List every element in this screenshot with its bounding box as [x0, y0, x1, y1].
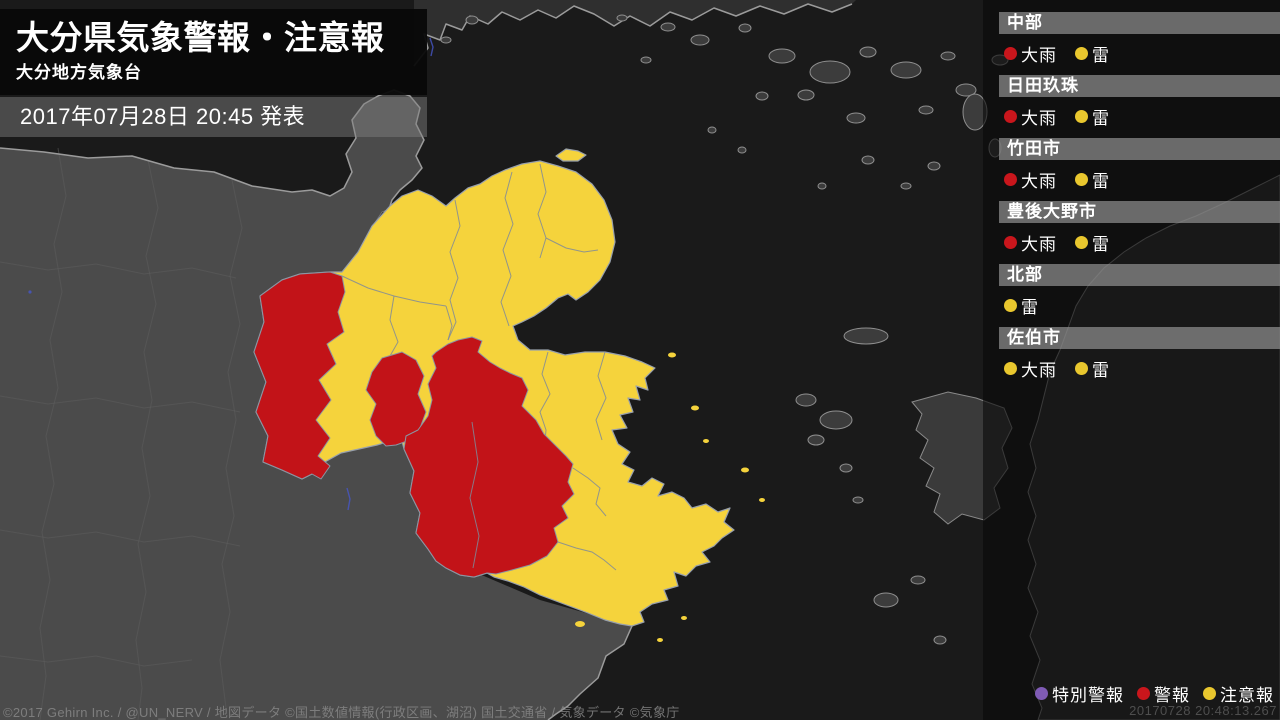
- warning-chip: 雷: [1075, 167, 1110, 192]
- warning-section: 北部 雷: [999, 264, 1280, 318]
- copyright-credit: ©2017 Gehirn Inc. / @UN_NERV / 地図データ ©国土…: [3, 705, 680, 720]
- warning-section: 中部 大雨 雷: [999, 12, 1280, 66]
- advisory-islets: [575, 352, 765, 642]
- warning-dot-icon: [1004, 235, 1017, 249]
- area-header: 佐伯市: [999, 327, 1280, 349]
- area-header: 中部: [999, 12, 1280, 34]
- area-header: 日田玖珠: [999, 75, 1280, 97]
- legend-item: 注意報: [1203, 681, 1274, 706]
- warning-chip: 雷: [1004, 293, 1039, 318]
- warning-label: 雷: [1092, 360, 1110, 380]
- legend-item: 特別警報: [1035, 681, 1124, 706]
- warning-label: 雷: [1092, 234, 1110, 254]
- area-header: 豊後大野市: [999, 201, 1280, 223]
- warning-row: 大雨 雷: [999, 230, 1280, 255]
- warning-row: 雷: [999, 293, 1280, 318]
- advisory-dot-icon: [1075, 46, 1088, 60]
- advisory-dot-icon: [1075, 109, 1088, 123]
- warning-chip: 雷: [1075, 356, 1110, 381]
- warning-dot-icon: [1004, 109, 1017, 123]
- warning-chip: 大雨: [1004, 41, 1057, 66]
- warning-chip: 雷: [1075, 104, 1110, 129]
- warning-label: 雷: [1092, 45, 1110, 65]
- warning-chip: 大雨: [1004, 104, 1057, 129]
- warning-chip: 雷: [1075, 230, 1110, 255]
- warning-label: 大雨: [1021, 360, 1057, 380]
- himeshima-island: [555, 148, 587, 162]
- issuing-office: 大分地方気象台: [16, 63, 142, 82]
- warning-section: 竹田市 大雨 雷: [999, 138, 1280, 192]
- legend-label: 特別警報: [1052, 686, 1124, 705]
- miyazaki-coastline: [547, 625, 633, 720]
- warning-region-central-south: [403, 336, 575, 578]
- area-header: 北部: [999, 264, 1280, 286]
- warning-section: 豊後大野市 大雨 雷: [999, 201, 1280, 255]
- advisory-dot-icon: [1004, 298, 1017, 312]
- warning-row: 大雨 雷: [999, 104, 1280, 129]
- warning-sidebar: 中部 大雨 雷 日田玖珠 大雨 雷 竹田市 大雨 雷 豊後大野市 大雨: [999, 12, 1280, 390]
- legend-label: 注意報: [1220, 686, 1274, 705]
- warning-label: 雷: [1021, 297, 1039, 317]
- render-timestamp: 20170728 20:48:13.267: [1129, 703, 1277, 718]
- warning-label: 大雨: [1021, 108, 1057, 128]
- warning-region-kokonoe: [365, 351, 427, 447]
- municipal-borders: [341, 163, 617, 571]
- warning-row: 大雨 雷: [999, 356, 1280, 381]
- warning-dot-icon: [1004, 172, 1017, 186]
- warning-row: 大雨 雷: [999, 41, 1280, 66]
- warning-label: 大雨: [1021, 45, 1057, 65]
- legend-label: 警報: [1154, 686, 1190, 705]
- page-title: 大分県気象警報・注意報: [16, 19, 385, 56]
- kyushu-north-coastline: [0, 89, 425, 207]
- advisory-dot-icon: [1075, 235, 1088, 249]
- warning-chip: 大雨: [1004, 167, 1057, 192]
- issued-datetime: 2017年07月28日 20:45 発表: [0, 97, 427, 137]
- warning-label: 大雨: [1021, 171, 1057, 191]
- warning-section: 佐伯市 大雨 雷: [999, 327, 1280, 381]
- area-header: 竹田市: [999, 138, 1280, 160]
- title-box: 大分県気象警報・注意報 大分地方気象台: [0, 9, 427, 95]
- warning-level-legend: 特別警報 警報 注意報: [1035, 681, 1274, 706]
- warning-section: 日田玖珠 大雨 雷: [999, 75, 1280, 129]
- advisory-dot-icon: [1075, 172, 1088, 186]
- warning-chip: 雷: [1075, 41, 1110, 66]
- warning-chip: 大雨: [1004, 356, 1057, 381]
- warning-dot-icon: [1004, 46, 1017, 60]
- advisory-dot-icon: [1203, 687, 1216, 700]
- neighbor-land-north: [414, 0, 856, 66]
- warning-chip: 大雨: [1004, 230, 1057, 255]
- warning-label: 大雨: [1021, 234, 1057, 254]
- warning-region-hita: [253, 271, 346, 480]
- warning-row: 大雨 雷: [999, 167, 1280, 192]
- warning-label: 雷: [1092, 108, 1110, 128]
- advisory-dot-icon: [1004, 361, 1017, 375]
- warning-label: 雷: [1092, 171, 1110, 191]
- sidebar-shade: [983, 0, 1280, 720]
- legend-item: 警報: [1137, 681, 1190, 706]
- warning-dot-icon: [1137, 687, 1150, 700]
- special-warning-dot-icon: [1035, 687, 1048, 700]
- advisory-dot-icon: [1075, 361, 1088, 375]
